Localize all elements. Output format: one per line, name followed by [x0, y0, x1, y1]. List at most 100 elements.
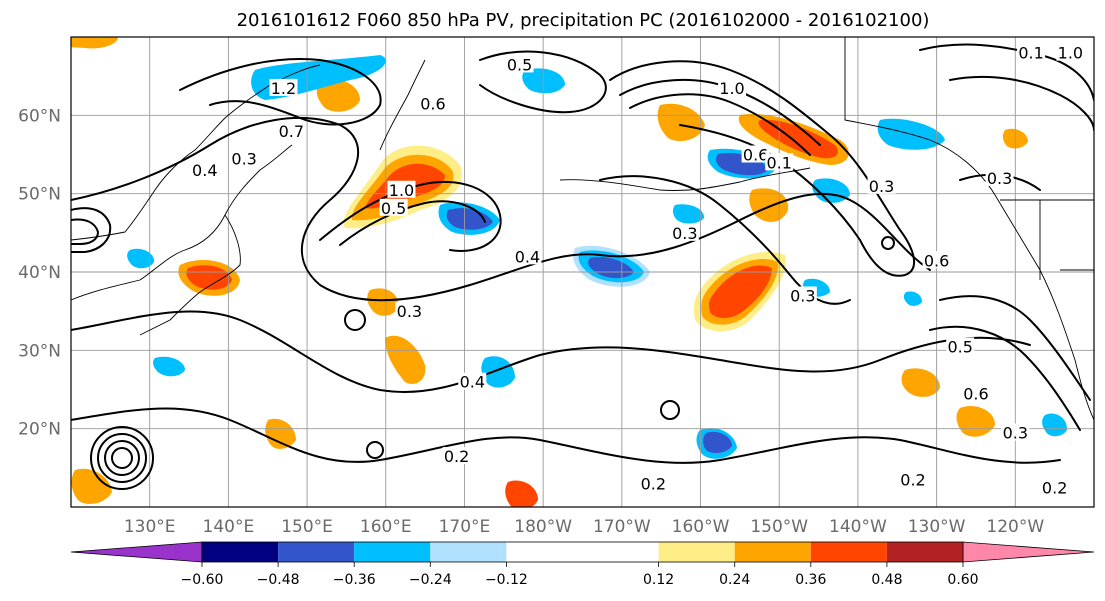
- contour-line: [629, 93, 811, 156]
- contour-label-bg: [741, 145, 770, 163]
- contour-label: 0.2: [641, 475, 666, 494]
- coastline-aleutians: [559, 167, 811, 191]
- colorbar-swatch: [810, 542, 887, 562]
- contour-line: [71, 407, 1061, 464]
- precip-blob-central-core: [708, 265, 772, 318]
- contour-label-bg: [379, 198, 408, 216]
- colorbar-tick-label: −0.36: [333, 572, 376, 588]
- contour-label: 0.3: [672, 224, 697, 243]
- contour-label-bg: [230, 149, 259, 167]
- contour-label-bg: [961, 384, 990, 402]
- colorbar-swatch: [278, 542, 355, 562]
- precip-neg-blob-small2: [153, 356, 185, 377]
- colorbar-tick-label: 0.60: [947, 572, 978, 588]
- contour-label: 0.3: [987, 169, 1012, 188]
- precip-blob-okhotsk: [316, 78, 360, 112]
- contour-line: [660, 400, 680, 420]
- precip-blob-subtropic-w2: [367, 288, 399, 316]
- colorbar-tick-label: −0.48: [257, 572, 300, 588]
- contour-label-bg: [867, 176, 896, 194]
- contour-line: [97, 433, 147, 483]
- contour-label: 0.6: [420, 95, 445, 114]
- precip-neg-blob-sub-core: [703, 431, 732, 454]
- contour-line: [479, 50, 607, 114]
- contour-label-bg: [190, 161, 219, 179]
- contour-line: [71, 116, 931, 302]
- precip-blob-japan-core: [186, 265, 232, 290]
- contour-label-bg: [899, 470, 928, 488]
- contour-label-bg: [765, 153, 794, 171]
- contour-line: [111, 447, 133, 469]
- contour-label: 0.5: [947, 337, 972, 356]
- colorbar-extend-high: [962, 541, 1095, 563]
- contour-label-bg: [1056, 43, 1085, 61]
- precip-neg-blob-small6: [903, 291, 922, 306]
- precip-neg-blob-west-core: [446, 208, 493, 230]
- contour-label: 0.6: [963, 384, 988, 403]
- lon-tick-label: 170°W: [593, 517, 651, 537]
- colorbar-tick-label: −0.60: [181, 572, 224, 588]
- colorbar-swatch: [202, 542, 279, 562]
- contour-label: 0.3: [1003, 424, 1028, 443]
- colorbar-tick-label: −0.12: [485, 572, 528, 588]
- precip-blob-typhoon: [71, 468, 112, 504]
- contour-label: 0.6: [924, 251, 949, 270]
- contour-label-bg: [395, 302, 424, 320]
- contour-labels: 1.20.70.30.40.51.00.40.60.51.00.60.10.30…: [190, 43, 1085, 497]
- contour-label-bg: [985, 169, 1014, 186]
- contour-label-bg: [387, 180, 416, 198]
- contour-label-bg: [639, 474, 668, 492]
- contour-label: 0.1: [1018, 44, 1043, 63]
- contour-label-bg: [277, 122, 306, 139]
- contour-label: 0.1: [767, 153, 792, 172]
- lon-tick-label: 160°W: [672, 517, 730, 537]
- contour-line: [71, 310, 1031, 393]
- colorbar-swatch: [658, 542, 735, 562]
- lat-tick-label: 40°N: [18, 263, 61, 283]
- contour-label: 0.3: [231, 149, 256, 168]
- contour-line: [339, 200, 486, 246]
- contour-label-bg: [1001, 423, 1030, 441]
- contour-label: 0.7: [279, 122, 304, 141]
- lon-tick-label: 150°W: [750, 517, 808, 537]
- precip-blob-subtropic-w: [385, 335, 426, 385]
- precip-blob-bering: [657, 103, 705, 142]
- contour-label-bg: [922, 251, 951, 269]
- precip-blob-nw-corner: [71, 37, 118, 49]
- colorbar-tick-label: 0.36: [795, 572, 826, 588]
- map-frame: [70, 36, 1095, 508]
- contour-label: 1.0: [719, 79, 744, 98]
- colorbar-swatch: [734, 542, 811, 562]
- colorbar-extend-low: [70, 541, 203, 563]
- coastline-north-america: [844, 37, 1094, 421]
- lat-tick-label: 20°N: [18, 420, 61, 440]
- contour-line: [104, 440, 140, 476]
- graticule: [71, 37, 1094, 507]
- map-title: 2016101612 F060 850 hPa PV, precipitatio…: [237, 10, 930, 31]
- contour-label-bg: [418, 94, 447, 112]
- precip-neg-blob-small1: [672, 204, 705, 224]
- contour-label: 1.2: [271, 79, 296, 98]
- contour-label-bg: [1040, 478, 1069, 496]
- lon-tick-label: 170°E: [439, 517, 491, 537]
- contour-label: 0.2: [444, 447, 469, 466]
- contour-label-bg: [505, 55, 534, 73]
- lon-tick-label: 150°E: [281, 517, 333, 537]
- lat-tick-label: 60°N: [18, 106, 61, 126]
- contour-line: [939, 295, 1091, 401]
- contour-label: 0.2: [900, 471, 925, 490]
- colorbar-tick-label: 0.12: [643, 572, 674, 588]
- colorbar-swatch: [354, 542, 431, 562]
- precip-neg-blob-sub2: [481, 356, 515, 388]
- contour-label-bg: [1017, 43, 1046, 61]
- coastlines: [71, 37, 1094, 421]
- contour-label: 0.5: [381, 199, 406, 218]
- contour-line: [71, 207, 112, 253]
- lon-tick-label: 180°W: [514, 517, 572, 537]
- lon-tick-label: 160°E: [360, 517, 412, 537]
- colorbar-swatch: [506, 542, 659, 562]
- lon-tick-label: 140°E: [203, 517, 255, 537]
- boundary-lines: [1000, 199, 1094, 280]
- contour-label: 0.3: [397, 302, 422, 321]
